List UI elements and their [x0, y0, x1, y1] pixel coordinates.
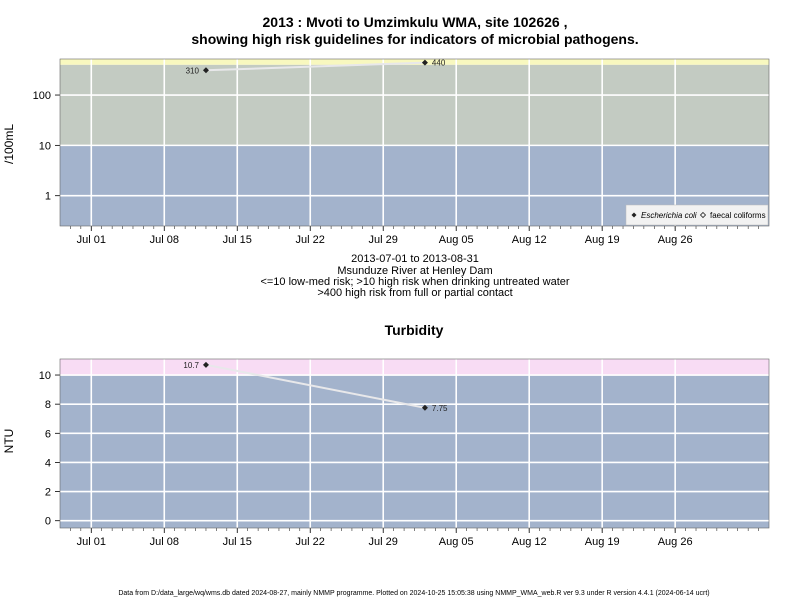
- chart-1-xtick-label-6: Aug 05: [439, 234, 474, 246]
- chart-1-subtitle: showing high risk guidelines for indicat…: [191, 31, 638, 47]
- chart-2-ytick-label-1: 0: [45, 516, 51, 528]
- chart-2-series-data-label-1: 10.7: [183, 361, 199, 370]
- chart-2-ytick-label-5: 8: [45, 399, 51, 411]
- chart-2-xtick-label-9: Aug 26: [658, 536, 693, 548]
- chart-1-caption-line-4: >400 high risk from full or partial cont…: [317, 287, 512, 299]
- chart-1-xtick-label-8: Aug 19: [585, 234, 620, 246]
- chart-1-escherichia-coli-line: [205, 61, 425, 72]
- chart-1-ytick-label-2: 10: [39, 140, 51, 152]
- chart-2-ytick-label-3: 4: [45, 457, 51, 469]
- chart-1-xtick-label-3: Jul 15: [223, 234, 252, 246]
- chart-1-title: 2013 : Mvoti to Umzimkulu WMA, site 1026…: [263, 14, 568, 30]
- chart-2-xtick-label-2: Jul 08: [150, 536, 179, 548]
- chart-2-band-2: [60, 359, 769, 376]
- chart-2-ytick-label-4: 6: [45, 428, 51, 440]
- chart-2-series-point-1: [202, 361, 209, 368]
- legend-marker-escherichia-coli: [631, 212, 637, 218]
- chart-1-escherichia-coli-point-2: [421, 59, 428, 66]
- chart-1-caption-line-1: 2013-07-01 to 2013-08-31: [351, 253, 479, 265]
- chart-2-xtick-label-5: Jul 29: [369, 536, 398, 548]
- chart-2-title: Turbidity: [385, 322, 444, 338]
- chart-2-ylabel: NTU: [2, 429, 16, 454]
- chart-2-ytick-label-6: 10: [39, 370, 51, 382]
- chart-2-plot: Jul 01 Jul 08 Jul 15 Jul 22 Jul 29 Aug 05 Aug …: [39, 358, 770, 548]
- chart-1-xtick-label-1: Jul 01: [77, 234, 106, 246]
- legend-label-escherichia-coli: Escherichia coli: [641, 211, 697, 220]
- chart-2-series-line: [205, 363, 426, 409]
- chart-1-band-3: [60, 59, 769, 65]
- chart-2-series-point-2: [421, 404, 428, 411]
- footer-note: Data from D:/data_large/wq/wms.db dated …: [118, 590, 709, 597]
- chart-1-xtick-label-2: Jul 08: [150, 234, 179, 246]
- chart-2-series-data-label-2: 7.75: [432, 404, 448, 413]
- chart-2-xtick-label-8: Aug 19: [585, 536, 620, 548]
- chart-1-escherichia-coli-data-label-1: 310: [186, 66, 200, 75]
- chart-1-caption-line-2: Msunduze River at Henley Dam: [337, 265, 492, 277]
- chart-2-xtick-label-6: Aug 05: [439, 536, 474, 548]
- chart-2-xtick-label-3: Jul 15: [223, 536, 252, 548]
- chart-1-caption-line-3: <=10 low-med risk; >10 high risk when dr…: [260, 276, 569, 288]
- chart-1-escherichia-coli-point-1: [202, 67, 209, 74]
- chart-1-xtick-label-5: Jul 29: [369, 234, 398, 246]
- chart-1-xtick-label-9: Aug 26: [658, 234, 693, 246]
- legend-label-faecal-coliforms: faecal coliforms: [710, 211, 766, 220]
- chart-2-xtick-label-1: Jul 01: [77, 536, 106, 548]
- chart-1-ylabel: /100mL: [2, 124, 16, 164]
- chart-1-escherichia-coli-data-label-2: 440: [432, 59, 446, 68]
- chart-2-ytick-label-2: 2: [45, 487, 51, 499]
- legend-marker-faecal-coliforms: [699, 211, 707, 219]
- chart-1-ytick-label-1: 1: [45, 191, 51, 203]
- chart-1-xtick-label-4: Jul 22: [296, 234, 325, 246]
- chart-2-xtick-label-7: Aug 12: [512, 536, 547, 548]
- chart-1-ytick-label-3: 100: [33, 90, 51, 102]
- chart-1-xtick-label-7: Aug 12: [512, 234, 547, 246]
- chart-2-frame: [59, 358, 770, 529]
- chart-1-legend: Escherichia coli faecal coliforms: [625, 204, 769, 226]
- chart-2-band-1: [60, 375, 769, 528]
- chart-1-band-2: [60, 64, 769, 146]
- chart-1-frame: [59, 58, 770, 227]
- chart-2-xtick-label-4: Jul 22: [296, 536, 325, 548]
